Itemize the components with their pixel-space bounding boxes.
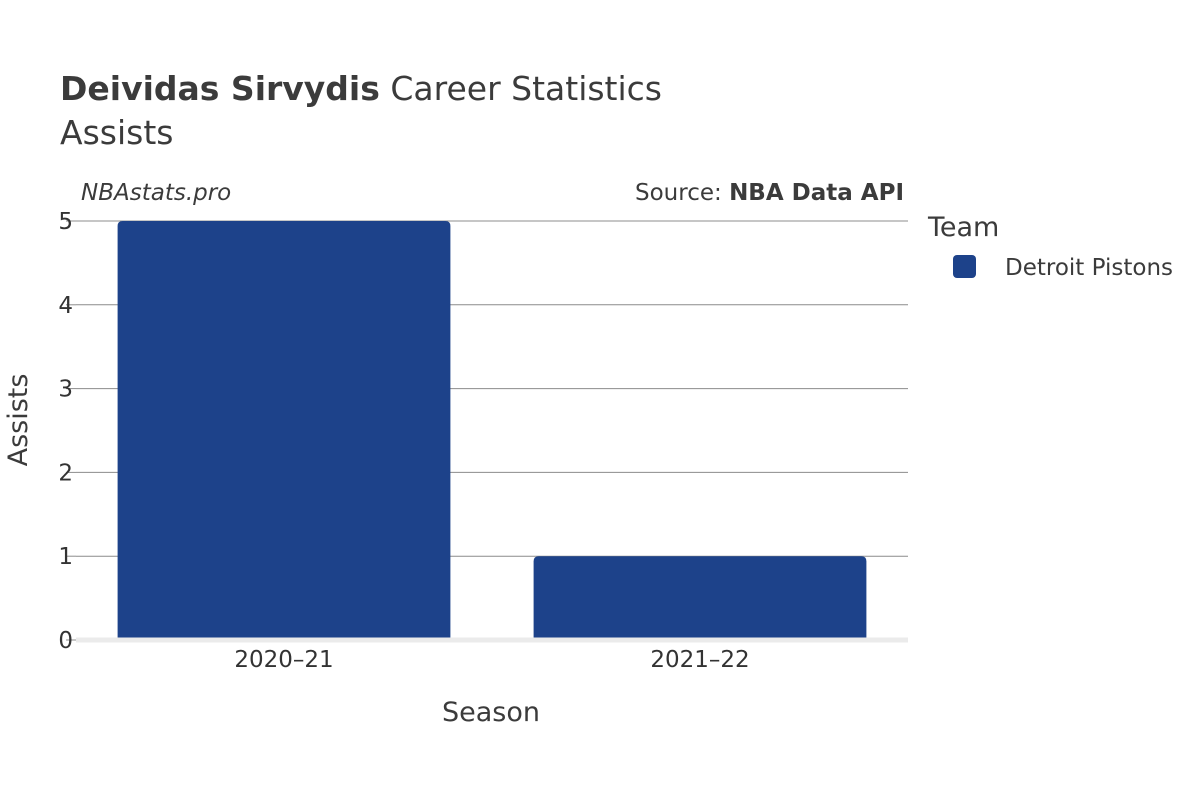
source-name: NBA Data API: [729, 180, 904, 206]
bar-2020–21[interactable]: [117, 221, 451, 640]
y-tick-label: 5: [58, 209, 73, 235]
bar-2021–22[interactable]: [533, 556, 867, 640]
legend: Team Detroit Pistons: [927, 212, 1173, 281]
chart-title: Deividas Sirvydis Career Statistics: [60, 69, 662, 108]
y-tick-label: 0: [58, 628, 73, 654]
source-prefix: Source:: [635, 180, 729, 206]
x-tick-label: 2020–21: [234, 647, 333, 673]
y-axis-ticks: 0 1 2 3 4 5: [58, 209, 76, 654]
y-tick-label: 2: [58, 460, 73, 486]
legend-swatch[interactable]: [953, 255, 976, 278]
legend-label[interactable]: Detroit Pistons: [1005, 255, 1173, 281]
chart-title-rest: Career Statistics: [380, 69, 662, 108]
y-tick-label: 1: [58, 544, 73, 570]
bars: [117, 221, 867, 640]
y-tick-label: 4: [58, 293, 73, 319]
x-axis-title: Season: [442, 697, 540, 728]
y-axis-title: Assists: [3, 374, 34, 467]
chart-title-player: Deividas Sirvydis: [60, 69, 380, 108]
x-tick-label: 2021–22: [650, 647, 749, 673]
y-tick-label: 3: [58, 377, 73, 403]
watermark: NBAstats.pro: [81, 180, 231, 206]
legend-title: Team: [927, 212, 999, 243]
chart-subtitle: Assists: [60, 113, 173, 152]
x-axis-ticks: 2020–21 2021–22: [234, 647, 749, 673]
source-credit: Source: NBA Data API: [635, 180, 904, 206]
